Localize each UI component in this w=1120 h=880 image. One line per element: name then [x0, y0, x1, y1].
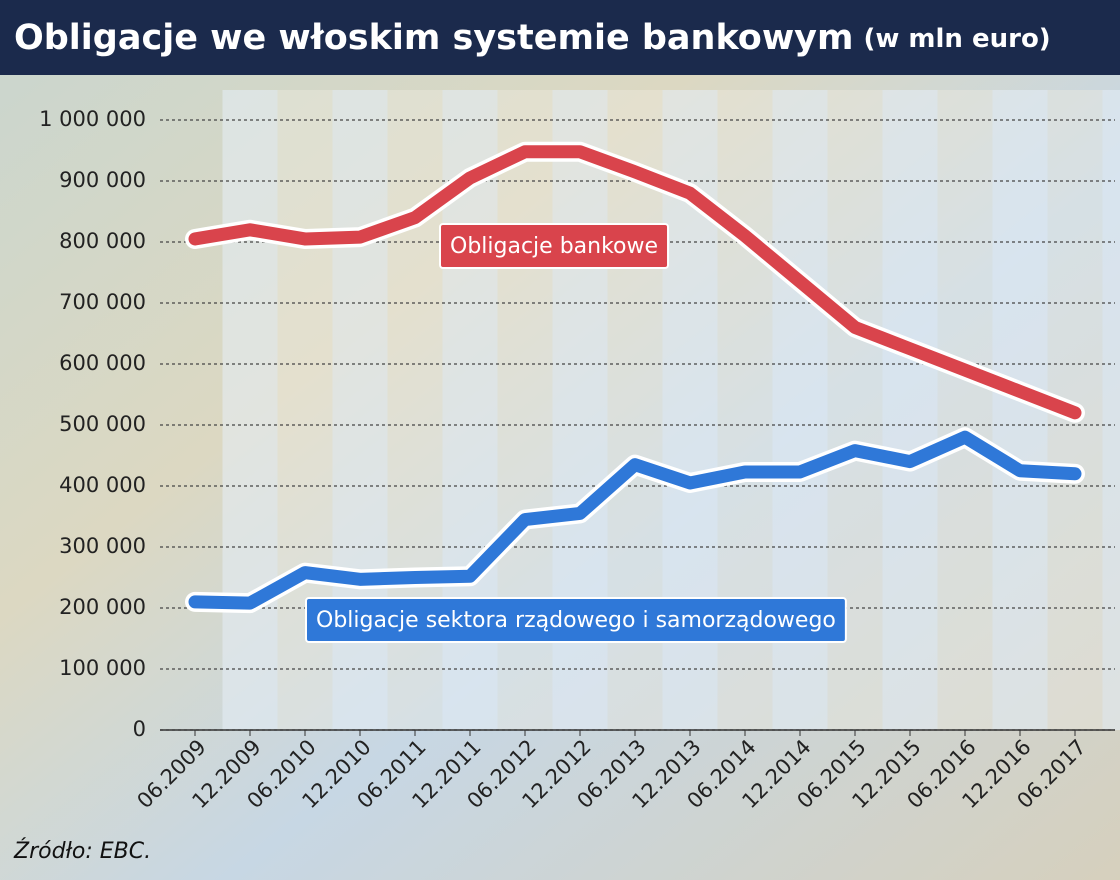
y-tick-label: 700 000: [59, 290, 146, 314]
series-label-box: [305, 597, 847, 643]
y-tick-label: 800 000: [59, 229, 146, 253]
y-tick-label: 600 000: [59, 351, 146, 375]
title: Obligacje we włoskim systemie bankowym: [14, 18, 853, 58]
y-tick-label: 100 000: [59, 656, 146, 680]
series-label: Obligacje sektora rządowego i samorządow…: [316, 608, 836, 633]
line: [188, 430, 1082, 610]
stripe: [937, 90, 993, 730]
subtitle: (w mln euro): [863, 24, 1050, 54]
chart-title: Obligacje we włoskim systemie bankowym (w…: [14, 18, 1051, 58]
line: [188, 145, 1082, 420]
y-tick-label: 500 000: [59, 412, 146, 436]
stripe: [992, 90, 1048, 730]
series-label: Obligacje bankowe: [450, 234, 658, 259]
series-label-box: [439, 223, 670, 269]
y-tick-label: 900 000: [59, 168, 146, 192]
stripe: [1102, 90, 1120, 730]
source: Źródło: EBC.: [13, 838, 151, 864]
stripe: [882, 90, 938, 730]
stripe: [222, 90, 278, 730]
y-tick-label: 1 000 000: [39, 107, 146, 131]
y-tick-label: 400 000: [59, 473, 146, 497]
y-tick-label: 200 000: [59, 595, 146, 619]
title-bar: [0, 0, 1120, 75]
y-tick-label: 0: [133, 717, 146, 741]
y-tick-label: 300 000: [59, 534, 146, 558]
